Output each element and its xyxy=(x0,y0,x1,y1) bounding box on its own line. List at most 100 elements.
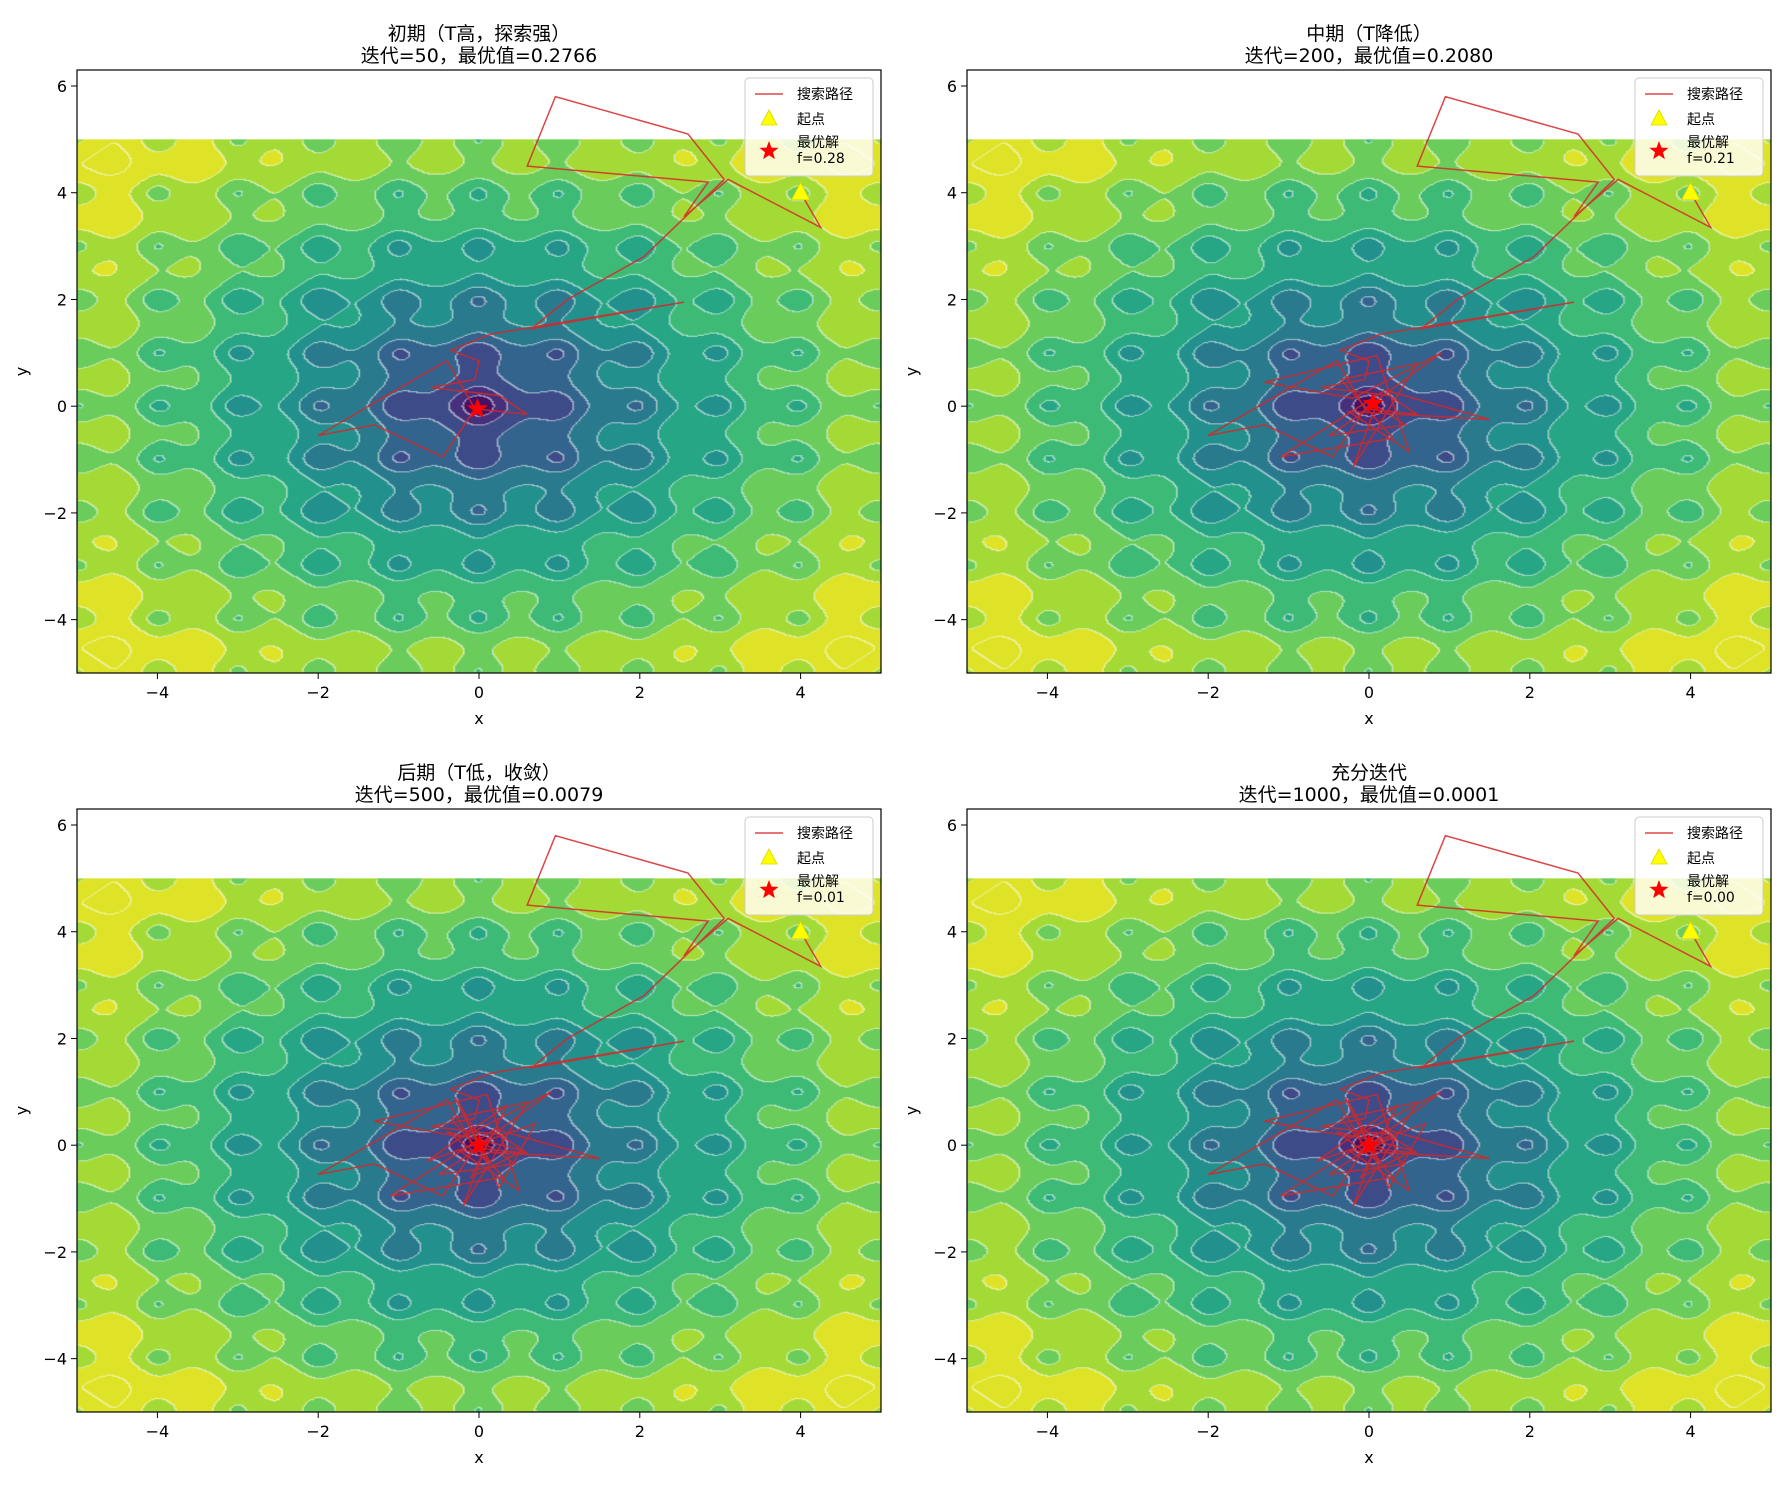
x-tick-label: −2 xyxy=(306,1422,330,1441)
best-marker xyxy=(1362,392,1384,413)
search-path xyxy=(1207,95,1713,468)
y-tick-label: 0 xyxy=(57,1136,67,1155)
legend-start-swatch xyxy=(1650,109,1668,126)
legend-label: f=0.01 xyxy=(797,890,845,906)
legend-label: 搜索路径 xyxy=(1687,825,1743,842)
legend-label: 搜索路径 xyxy=(797,86,853,103)
y-tick-label: −2 xyxy=(933,1243,957,1262)
legend-box xyxy=(1634,816,1764,916)
x-tick-label: 2 xyxy=(1525,683,1535,702)
y-tick-label: 0 xyxy=(57,397,67,416)
chart-title: 中期（T降低） xyxy=(1306,23,1432,45)
legend-label: 最优解 xyxy=(1687,874,1729,890)
y-tick-label: 6 xyxy=(57,816,67,835)
y-tick-label: 0 xyxy=(947,1136,957,1155)
x-tick-label: 2 xyxy=(635,683,645,702)
legend-label: 起点 xyxy=(797,112,825,128)
legend-label: 起点 xyxy=(1687,851,1715,867)
y-tick-label: 2 xyxy=(947,290,957,309)
x-tick-label: −2 xyxy=(1196,683,1220,702)
x-tick-label: 0 xyxy=(1364,683,1374,702)
x-tick-label: 0 xyxy=(474,1422,484,1441)
x-tick-label: −4 xyxy=(1036,1422,1060,1441)
search-path xyxy=(317,834,823,1207)
x-tick-label: 4 xyxy=(1686,683,1696,702)
y-tick-label: −2 xyxy=(43,1243,67,1262)
x-tick-label: −2 xyxy=(1196,1422,1220,1441)
y-tick-label: −4 xyxy=(933,1350,957,1369)
legend-label: 最优解 xyxy=(797,874,839,890)
y-tick-label: 4 xyxy=(947,184,957,203)
legend-box xyxy=(744,77,874,177)
chart-title: 初期（T高，探索强） xyxy=(388,23,571,45)
chart-subtitle: 迭代=500，最优值=0.0079 xyxy=(355,784,604,806)
chart-subtitle: 迭代=1000，最优值=0.0001 xyxy=(1239,784,1500,806)
search-path xyxy=(317,95,823,458)
chart-panel-1: −4 −2 0 2 4 −4 −2 0 2 4 6 x y 初期（T高，探索强）迭代=50，最优值=0.2… xyxy=(12,23,882,728)
y-tick-label: 6 xyxy=(947,77,957,96)
x-tick-label: −2 xyxy=(306,683,330,702)
chart-title: 充分迭代 xyxy=(1331,762,1407,784)
legend-start-swatch xyxy=(1650,848,1668,865)
x-axis-label: x xyxy=(474,1448,483,1467)
legend-best-swatch xyxy=(1649,141,1669,160)
legend-box xyxy=(744,816,874,916)
x-tick-label: 4 xyxy=(1686,1422,1696,1441)
x-tick-label: 0 xyxy=(1364,1422,1374,1441)
y-axis-label: y xyxy=(902,367,921,376)
best-marker xyxy=(468,1134,490,1155)
legend-label: 最优解 xyxy=(1687,135,1729,151)
legend-label: 搜索路径 xyxy=(797,825,853,842)
y-tick-label: 4 xyxy=(57,184,67,203)
legend-label: f=0.00 xyxy=(1687,890,1735,906)
x-tick-label: −4 xyxy=(146,683,170,702)
y-tick-label: 2 xyxy=(947,1029,957,1048)
chart-panel-2: −4 −2 0 2 4 −4 −2 0 2 4 6 x y 中期（T降低）迭代=200，最优值=0.208… xyxy=(902,23,1772,728)
chart-subtitle: 迭代=200，最优值=0.2080 xyxy=(1245,45,1494,67)
legend-label: 起点 xyxy=(1687,112,1715,128)
start-marker xyxy=(790,920,811,940)
legend-box xyxy=(1634,77,1764,177)
x-tick-label: 0 xyxy=(474,683,484,702)
legend-start-swatch xyxy=(760,109,778,126)
y-tick-label: −4 xyxy=(43,1350,67,1369)
legend-label: 搜索路径 xyxy=(1687,86,1743,103)
y-tick-label: 6 xyxy=(947,816,957,835)
chart-subtitle: 迭代=50，最优值=0.2766 xyxy=(361,45,598,67)
y-tick-label: 0 xyxy=(947,397,957,416)
x-tick-label: −4 xyxy=(146,1422,170,1441)
search-path xyxy=(1207,834,1713,1207)
legend-label: 最优解 xyxy=(797,135,839,151)
legend-label: f=0.21 xyxy=(1687,151,1735,167)
y-tick-label: 4 xyxy=(947,923,957,942)
chart-title: 后期（T低，收敛） xyxy=(397,762,561,784)
start-marker xyxy=(1680,920,1701,940)
x-tick-label: 2 xyxy=(1525,1422,1535,1441)
x-axis-label: x xyxy=(1364,1448,1373,1467)
legend-start-swatch xyxy=(760,848,778,865)
best-marker xyxy=(1358,1134,1380,1155)
legend-best-swatch xyxy=(759,880,779,899)
x-axis-label: x xyxy=(1364,709,1373,728)
y-tick-label: −2 xyxy=(43,504,67,523)
start-marker xyxy=(790,181,811,201)
x-axis-label: x xyxy=(474,709,483,728)
y-tick-label: 2 xyxy=(57,290,67,309)
x-tick-label: 4 xyxy=(796,683,806,702)
y-tick-label: −2 xyxy=(933,504,957,523)
y-tick-label: 4 xyxy=(57,923,67,942)
legend-best-swatch xyxy=(759,141,779,160)
y-axis-label: y xyxy=(902,1106,921,1115)
y-tick-label: −4 xyxy=(933,611,957,630)
best-marker xyxy=(466,397,488,418)
y-tick-label: 6 xyxy=(57,77,67,96)
x-tick-label: 2 xyxy=(635,1422,645,1441)
chart-panel-3: −4 −2 0 2 4 −4 −2 0 2 4 6 x y 后期（T低，收敛）迭代=500，最优值=0.0… xyxy=(12,762,882,1467)
y-axis-label: y xyxy=(12,1106,31,1115)
legend-best-swatch xyxy=(1649,880,1669,899)
y-axis-label: y xyxy=(12,367,31,376)
y-tick-label: −4 xyxy=(43,611,67,630)
x-tick-label: 4 xyxy=(796,1422,806,1441)
legend-label: 起点 xyxy=(797,851,825,867)
